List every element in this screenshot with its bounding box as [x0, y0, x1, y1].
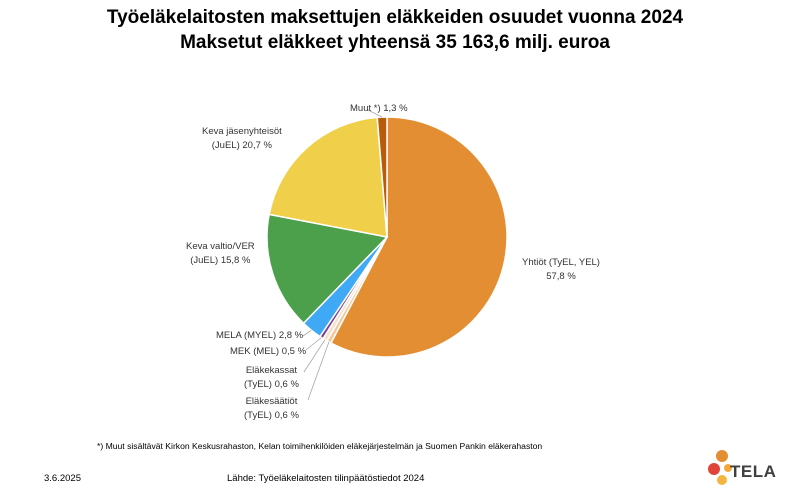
slice-keva-jasenyhteisot — [268, 116, 388, 238]
chart-title: Työeläkelaitosten maksettujen eläkkeiden… — [106, 7, 684, 28]
slice-mela-leader — [302, 329, 312, 337]
slice-elakesaatiot-leader — [307, 341, 330, 401]
label-keva-jasenyhteisot: Keva jäsenyhteisöt (JuEL) 20,7 % — [202, 126, 282, 151]
label-keva-valtio: Keva valtio/VER (JuEL) 15,8 % — [186, 241, 255, 266]
tela-logo-icon — [708, 450, 732, 485]
slice-mek-leader — [305, 337, 322, 351]
label-yhtiot: Yhtiöt (TyEL, YEL) 57,8 % — [522, 257, 600, 282]
label-muut: Muut *) 1,3 % — [350, 103, 408, 114]
label-elakekassat: Eläkekassat (TyEL) 0,6 % — [244, 365, 299, 390]
slice-muut-leader — [367, 109, 383, 118]
date: 3.6.2025 — [44, 473, 81, 484]
footnote: *) Muut sisältävät Kirkon Keskusrahaston… — [97, 441, 543, 451]
label-mela: MELA (MYEL) 2,8 % — [216, 330, 304, 341]
label-elakesaatiot: Eläkesäätiöt (TyEL) 0,6 % — [244, 396, 299, 421]
label-mek: MEK (MEL) 0,5 % — [230, 346, 307, 357]
chart-subtitle: Maksetut eläkkeet yhteensä 35 163,6 milj… — [180, 32, 610, 53]
logo-text: TELA — [730, 462, 777, 481]
slice-keva-valtio — [266, 213, 389, 325]
source: Lähde: Työeläkelaitosten tilinpäätöstied… — [227, 473, 425, 484]
slice-elakekassat-leader — [303, 339, 326, 373]
slice-muut — [376, 116, 388, 238]
slice-yhtiot — [329, 116, 508, 358]
